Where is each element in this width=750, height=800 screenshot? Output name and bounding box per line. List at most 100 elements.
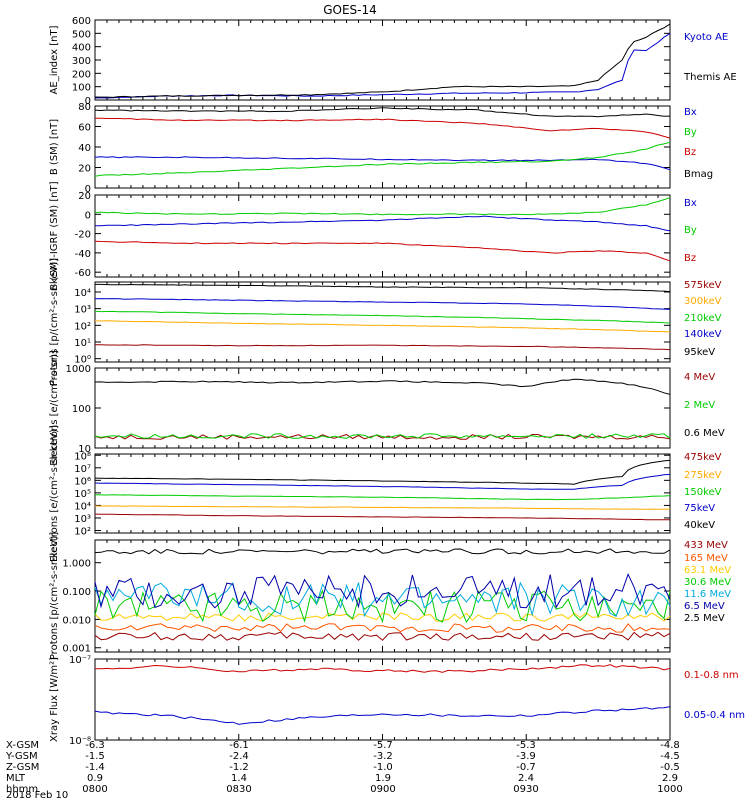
- chart-title: GOES-14: [323, 3, 377, 17]
- series-line-by: [94, 197, 671, 216]
- series-line-475kev: [94, 513, 670, 521]
- footer-value: -6.3: [85, 740, 105, 751]
- series-line-4-mev: [94, 433, 671, 440]
- panel-ae: 0 100 200 300 400 500 600 AE_index [nT] Kyoto AE…: [49, 16, 737, 107]
- y-tick-label: 300: [72, 56, 91, 67]
- legend-entry: 300keV: [684, 296, 722, 307]
- footer-value: -1.4: [85, 762, 105, 773]
- panel-xray: 10⁻⁸ 10⁻⁷ Xray Flux [W/m²] 0.1-0.8 nm 0.05-0…: [49, 655, 745, 747]
- series-line-0-6-mev: [94, 378, 671, 395]
- y-tick-label: 10⁻⁷: [69, 655, 91, 666]
- footer-value: -1.0: [373, 762, 393, 773]
- y-tick-label: 80: [78, 102, 91, 113]
- legend-entry: Bz: [684, 253, 696, 264]
- panel-bsm: 0 20 40 60 80 B (SM) [nT] Bx By Bz Bmag: [49, 102, 713, 195]
- y-tick-label: 1.000: [62, 559, 91, 570]
- legend-entry: 75keV: [684, 503, 715, 514]
- y-tick-label: 0: [85, 210, 91, 221]
- y-tick-label: 500: [72, 29, 91, 40]
- legend-entry: Bx: [684, 107, 697, 118]
- y-axis-label: B (SM)-IGRF (SM) [nT]: [49, 181, 60, 290]
- footer-row-label: MLT: [6, 773, 26, 784]
- y-axis-label: Electrons [e/(cm²-s-sr)]: [49, 350, 60, 466]
- legend-entry: 475keV: [684, 452, 722, 463]
- footer-value: -0.7: [516, 762, 536, 773]
- footer-row-label: X-GSM: [6, 740, 39, 751]
- y-tick-label: 10⁻⁸: [69, 736, 91, 747]
- y-tick-label: 10²: [74, 321, 91, 332]
- y-tick-label: 10²: [74, 526, 91, 537]
- panel-protons_low: 10⁰ 10¹ 10² 10³ 10⁴ Protons [p/(cm²-s-sr-keV)…: [49, 258, 722, 386]
- legend-entry: Bmag: [684, 169, 713, 180]
- legend-entry: 0.1-0.8 nm: [684, 670, 739, 681]
- footer-value: -1.2: [229, 762, 249, 773]
- series-line-140kev: [94, 298, 671, 310]
- y-tick-label: 20: [78, 191, 91, 202]
- series-line-75kev: [94, 473, 671, 490]
- series-line-0-05-0-4-nm: [94, 706, 671, 725]
- legend-entry: 275keV: [684, 470, 722, 481]
- series-line-2-mev: [94, 433, 671, 439]
- series-line-150kev: [94, 494, 671, 501]
- y-axis-label: Protons [p/(cm²-s-sr-keV)]: [49, 258, 60, 386]
- panel-frame: [94, 453, 671, 534]
- legend-entry: 2 MeV: [684, 400, 715, 411]
- y-tick-label: 0: [85, 96, 91, 107]
- y-tick-label: 1000: [66, 364, 91, 375]
- footer-value: 0930: [513, 784, 538, 795]
- series-line-bz: [94, 240, 671, 262]
- legend-entry: 150keV: [684, 487, 722, 498]
- legend-entry: 0.6 MeV: [684, 428, 725, 439]
- footer-value: -4.8: [660, 740, 680, 751]
- y-tick-label: 10³: [74, 514, 91, 525]
- y-tick-label: 10⁴: [74, 501, 91, 512]
- footer-date: 2018 Feb 10: [6, 790, 68, 800]
- footer-value: 0.9: [87, 773, 103, 784]
- footer-row-label: Y-GSM: [5, 751, 38, 762]
- footer-value: 2.4: [518, 773, 534, 784]
- legend-entry: 6.5 MeV: [684, 601, 725, 612]
- legend-entry: 210keV: [684, 313, 722, 324]
- footer-row-label: Z-GSM: [6, 762, 39, 773]
- footer-row-label: hhmm: [6, 784, 38, 795]
- footer-value: 1.4: [231, 773, 247, 784]
- y-tick-label: 10: [78, 444, 91, 455]
- footer-value: -2.4: [229, 751, 249, 762]
- y-tick-label: 0: [85, 184, 91, 195]
- y-tick-label: 10⁷: [74, 464, 91, 475]
- series-line-bmag: [94, 107, 671, 118]
- y-tick-label: 60: [78, 123, 91, 134]
- footer-value: -5.3: [516, 740, 536, 751]
- y-tick-label: -40: [75, 249, 91, 260]
- legend-entry: 63.1 MeV: [684, 565, 731, 576]
- legend-entry: Bx: [684, 198, 697, 209]
- series-line-40kev: [94, 459, 671, 485]
- series-line-6-5-mev: [94, 572, 671, 609]
- legend-entry: Bz: [684, 147, 696, 158]
- series-line-themis-ae: [94, 23, 671, 98]
- y-tick-label: 10⁵: [74, 489, 91, 500]
- footer-value: -5.7: [373, 740, 393, 751]
- series-line-30-6-mev: [94, 589, 671, 624]
- panel-electrons_mev: 10 100 1000 Electrons [e/(cm²-s-sr)] 4 MeV 2 …: [49, 350, 725, 466]
- series-line-kyoto-ae: [94, 32, 671, 99]
- y-tick-label: 10¹: [74, 338, 91, 349]
- series-line-by: [94, 141, 671, 177]
- y-tick-label: 10⁶: [74, 476, 91, 487]
- footer-value: -3.9: [516, 751, 536, 762]
- y-tick-label: 100: [72, 83, 91, 94]
- legend-entry: 575keV: [684, 280, 722, 291]
- footer-value: -1.5: [85, 751, 105, 762]
- footer-value: 1.9: [375, 773, 391, 784]
- y-axis-label: Xray Flux [W/m²]: [49, 657, 60, 742]
- legend-entry: 95keV: [684, 347, 715, 358]
- series-line-bx: [95, 215, 671, 232]
- legend-entry: 165 MeV: [684, 553, 728, 564]
- y-axis-label: Electrons [e/(cm²-s-sr-keV)]: [49, 425, 60, 562]
